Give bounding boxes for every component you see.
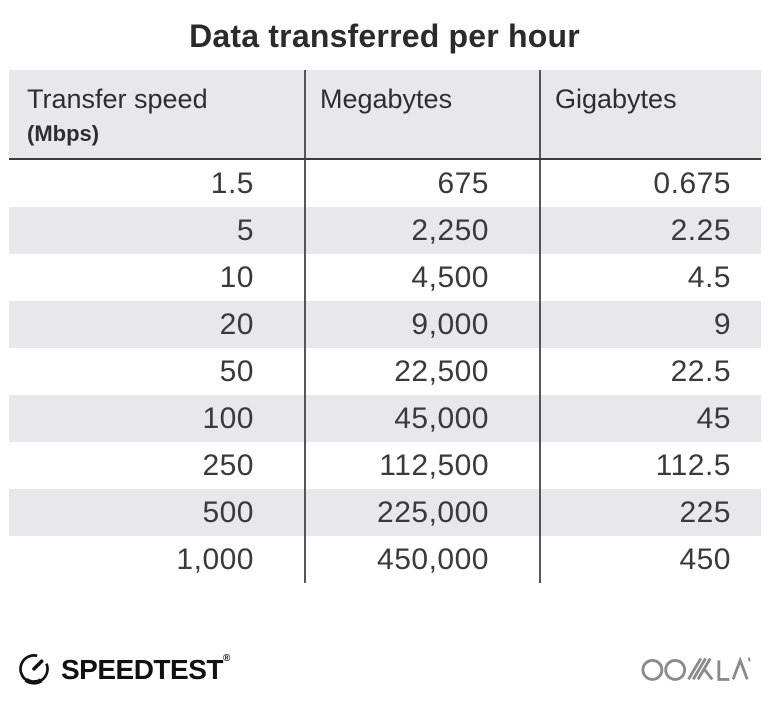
cell-transfer-speed: 1.5 [210, 166, 254, 200]
cell-gigabytes: 45 [539, 395, 761, 442]
cell-megabytes: 4,500 [304, 254, 539, 301]
cell-gigabytes: 2.25 [539, 207, 761, 254]
cell-transfer-speed: 250 [202, 448, 254, 482]
cell-transfer-speed: 10 [219, 260, 254, 294]
speedtest-gauge-icon [16, 650, 52, 691]
registered-trademark-icon: ® [222, 653, 230, 664]
table-row: 10 4,500 4.5 [9, 254, 761, 301]
table-body: 1.5 675 0.675 5 2,250 2.25 10 4,500 4.5 20 9,000 9 5… [9, 160, 761, 583]
column-header-transfer-speed-label: Transfer speed [27, 84, 208, 114]
cell-gigabytes: 450 [539, 536, 761, 583]
cell-transfer-speed: 1,000 [176, 542, 254, 576]
table-row: 1.5 675 0.675 [9, 160, 761, 207]
table-header-row: Transfer speed (Mbps) Megabytes Gigabyte… [9, 70, 761, 160]
cell-transfer-speed: 5 [236, 213, 254, 247]
cell-gigabytes: 0.675 [539, 160, 761, 207]
table-row: 50 22,500 22.5 [9, 348, 761, 395]
infographic-page: Data transferred per hour Transfer speed… [0, 16, 769, 691]
ookla-logo [641, 649, 753, 692]
speedtest-label: SPEEDTEST [61, 654, 223, 685]
cell-transfer-speed: 500 [202, 495, 254, 529]
table-row: 250 112,500 112.5 [9, 442, 761, 489]
speedtest-logo: SPEEDTEST® [16, 650, 230, 691]
cell-megabytes: 22,500 [304, 348, 539, 395]
ookla-wordmark-icon [641, 649, 753, 692]
cell-gigabytes: 9 [539, 301, 761, 348]
cell-gigabytes: 225 [539, 489, 761, 536]
table-row: 5 2,250 2.25 [9, 207, 761, 254]
data-table: Transfer speed (Mbps) Megabytes Gigabyte… [9, 70, 761, 583]
cell-megabytes: 9,000 [304, 301, 539, 348]
table-row: 1,000 450,000 450 [9, 536, 761, 583]
cell-megabytes: 225,000 [304, 489, 539, 536]
cell-gigabytes: 4.5 [539, 254, 761, 301]
cell-megabytes: 675 [304, 160, 539, 207]
cell-gigabytes: 112.5 [539, 442, 761, 489]
table-row: 100 45,000 45 [9, 395, 761, 442]
cell-megabytes: 450,000 [304, 536, 539, 583]
footer: SPEEDTEST® [16, 649, 753, 691]
cell-megabytes: 112,500 [304, 442, 539, 489]
column-header-transfer-speed: Transfer speed (Mbps) [9, 70, 304, 158]
column-header-gigabytes: Gigabytes [539, 70, 761, 158]
page-title: Data transferred per hour [189, 18, 580, 54]
cell-transfer-speed: 50 [219, 354, 254, 388]
cell-transfer-speed: 20 [219, 307, 254, 341]
table-row: 20 9,000 9 [9, 301, 761, 348]
cell-transfer-speed: 100 [202, 401, 254, 435]
cell-megabytes: 2,250 [304, 207, 539, 254]
column-header-unit-label: (Mbps) [27, 121, 100, 146]
cell-gigabytes: 22.5 [539, 348, 761, 395]
column-header-megabytes: Megabytes [304, 70, 539, 158]
speedtest-wordmark: SPEEDTEST® [61, 653, 230, 686]
cell-megabytes: 45,000 [304, 395, 539, 442]
table-row: 500 225,000 225 [9, 489, 761, 536]
